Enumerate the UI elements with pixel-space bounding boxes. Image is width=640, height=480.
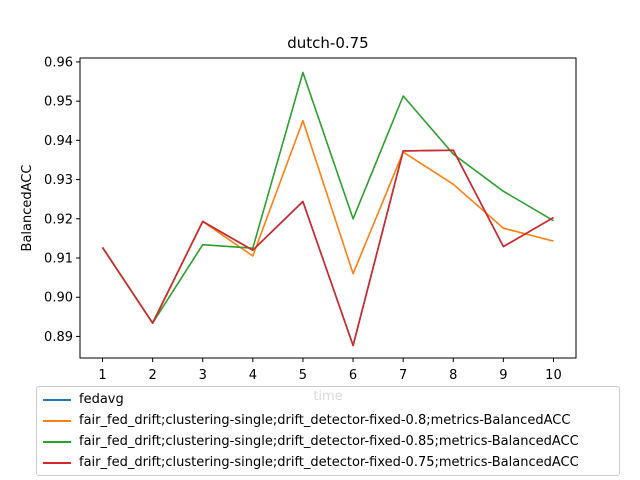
x-tick-label: 6 <box>349 368 357 383</box>
x-tick-label: 1 <box>98 368 106 383</box>
y-tick-label: 0.94 <box>44 134 73 149</box>
y-tick-label: 0.90 <box>44 291 73 306</box>
y-tick-label: 0.93 <box>44 173 73 188</box>
legend-item-drift-0.75: fair_fed_drift;clustering-single;drift_d… <box>43 452 613 473</box>
x-tick-label: 10 <box>545 368 562 383</box>
x-tick-label: 4 <box>249 368 257 383</box>
series-line-0 <box>101 149 554 347</box>
x-tick-label: 2 <box>149 368 157 383</box>
y-tick-label: 0.95 <box>44 95 73 110</box>
legend-item-fedavg: fedavg <box>43 389 613 410</box>
y-tick-label: 0.92 <box>44 212 73 227</box>
legend-label: fair_fed_drift;clustering-single;drift_d… <box>79 413 571 428</box>
plot-frame <box>79 57 577 359</box>
x-tick-label: 8 <box>449 368 457 383</box>
legend-swatch <box>43 398 71 401</box>
x-tick-label: 3 <box>199 368 207 383</box>
y-tick-label: 0.96 <box>44 55 73 70</box>
legend-swatch <box>43 461 71 464</box>
legend-swatch <box>43 419 71 422</box>
legend-item-drift-0.8: fair_fed_drift;clustering-single;drift_d… <box>43 410 613 431</box>
x-tick-label: 9 <box>499 368 507 383</box>
series-line-3 <box>101 149 554 347</box>
series-lines <box>101 71 554 347</box>
x-tick-label: 7 <box>399 368 407 383</box>
legend-label: fair_fed_drift;clustering-single;drift_d… <box>79 434 579 449</box>
chart-title: dutch-0.75 <box>287 34 368 52</box>
legend-label: fedavg <box>79 392 124 407</box>
x-axis: 1 2 3 4 5 6 7 8 9 10 <box>98 358 562 383</box>
series-line-2 <box>101 71 554 324</box>
legend-item-drift-0.85: fair_fed_drift;clustering-single;drift_d… <box>43 431 613 452</box>
x-tick-label: 5 <box>299 368 307 383</box>
y-axis-title: BalancedACC <box>20 165 35 252</box>
legend-swatch <box>43 440 71 443</box>
y-tick-label: 0.89 <box>44 330 73 345</box>
series-line-1 <box>101 119 554 324</box>
y-axis: 0.89 0.90 0.91 0.92 0.93 0.94 0.95 0.96 <box>44 55 80 345</box>
legend: fedavg fair_fed_drift;clustering-single;… <box>36 386 620 476</box>
y-tick-label: 0.91 <box>44 252 73 267</box>
legend-label: fair_fed_drift;clustering-single;drift_d… <box>79 455 579 470</box>
